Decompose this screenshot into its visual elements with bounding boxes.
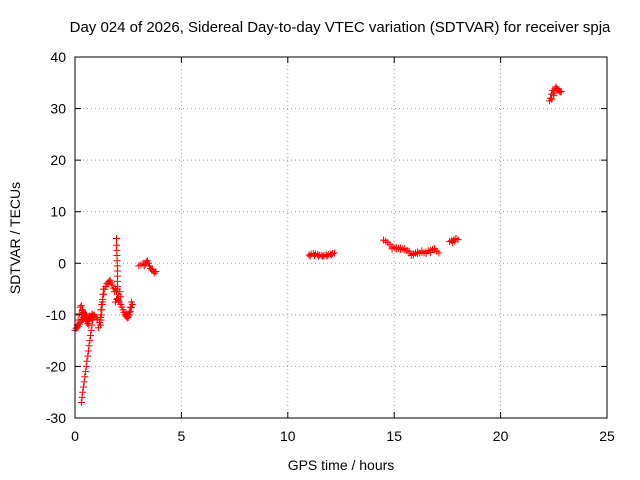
data-point <box>414 249 422 257</box>
data-point <box>409 250 417 258</box>
y-tick-label: 30 <box>50 101 66 117</box>
data-point <box>556 88 564 96</box>
data-point <box>84 347 92 355</box>
data-point <box>128 301 136 309</box>
x-tick-label: 25 <box>599 428 615 444</box>
data-point <box>82 368 90 376</box>
axis-ticks: 0 5 10 15 20 25 -30 -20 -10 0 10 20 30 40 <box>46 49 615 444</box>
y-axis-label: SDTVAR / TECUs <box>7 182 23 294</box>
data-point <box>422 249 430 257</box>
data-point <box>117 293 125 301</box>
data-point <box>83 357 91 365</box>
y-tick-label: -30 <box>46 410 66 426</box>
data-point <box>81 314 89 322</box>
plot-frame <box>74 56 608 419</box>
data-point <box>451 237 459 245</box>
y-tick-label: -10 <box>46 307 66 323</box>
data-point <box>388 245 396 253</box>
data-point <box>100 285 108 293</box>
data-point <box>431 244 439 252</box>
data-point <box>548 95 556 103</box>
data-point <box>126 307 134 315</box>
data-point <box>82 310 90 318</box>
data-point <box>557 88 565 96</box>
y-tick-label: -20 <box>46 358 66 374</box>
data-point <box>392 243 400 251</box>
data-point <box>112 235 120 243</box>
grid <box>75 57 607 418</box>
data-point <box>125 311 133 319</box>
data-point <box>306 252 314 260</box>
data-point <box>80 378 88 386</box>
data-point <box>315 252 323 260</box>
y-tick-label: 40 <box>50 49 66 65</box>
data-point <box>116 288 124 296</box>
data-point <box>82 362 90 370</box>
data-point <box>327 251 335 259</box>
data-point <box>88 321 96 329</box>
data-point <box>310 252 318 260</box>
data-point <box>550 92 558 100</box>
x-tick-label: 0 <box>71 428 79 444</box>
data-point <box>108 281 116 289</box>
data-point <box>319 253 327 261</box>
data-point <box>152 268 160 276</box>
x-tick-label: 5 <box>178 428 186 444</box>
data-point <box>426 248 434 256</box>
data-point <box>397 245 405 253</box>
data-point <box>80 383 88 391</box>
data-point <box>401 244 409 252</box>
x-tick-label: 10 <box>280 428 296 444</box>
data-point <box>93 315 101 323</box>
data-point <box>75 320 83 328</box>
data-point <box>454 236 462 244</box>
data-point <box>81 373 89 381</box>
data-point <box>79 388 87 396</box>
data-point <box>78 393 86 401</box>
data-point <box>418 247 426 255</box>
data-point <box>435 249 443 257</box>
data-point <box>85 342 93 350</box>
y-tick-label: 10 <box>50 204 66 220</box>
data-point <box>127 304 135 312</box>
x-tick-label: 20 <box>493 428 509 444</box>
data-point <box>77 302 85 310</box>
data-point <box>405 247 413 255</box>
data-point <box>114 282 122 290</box>
x-tick-label: 15 <box>386 428 402 444</box>
chart-title: Day 024 of 2026, Sidereal Day-to-day VTE… <box>70 19 611 36</box>
data-point <box>84 320 92 328</box>
data-point <box>87 326 95 334</box>
data-point <box>77 399 85 407</box>
data-point <box>115 296 123 304</box>
data-point <box>323 252 331 260</box>
data-point <box>151 269 159 277</box>
data-point <box>86 337 94 345</box>
data-points <box>71 83 565 407</box>
y-tick-label: 20 <box>50 152 66 168</box>
data-point <box>84 352 92 360</box>
y-tick-label: 0 <box>58 255 66 271</box>
x-axis-label: GPS time / hours <box>288 457 395 473</box>
data-point <box>87 331 95 339</box>
